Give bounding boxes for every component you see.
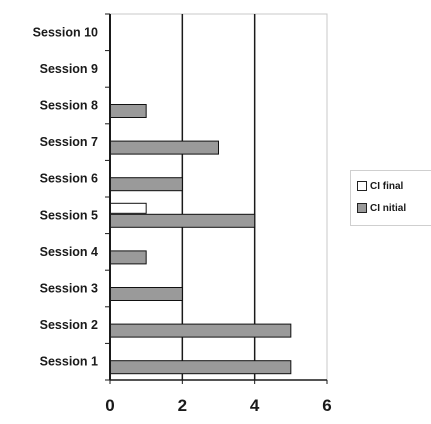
y-tick-label-session-3: Session 3 bbox=[40, 282, 98, 296]
x-tick-label-4: 4 bbox=[250, 396, 260, 415]
bar-initial-session-6 bbox=[109, 177, 183, 192]
bar-initial-session-8 bbox=[109, 104, 147, 118]
legend-item-initial: CI nitial bbox=[357, 201, 406, 215]
y-tick-label-session-8: Session 8 bbox=[40, 99, 98, 113]
x-tick-label-0: 0 bbox=[105, 396, 114, 415]
bar-final-session-5 bbox=[109, 202, 147, 214]
legend-item-final: CI final bbox=[357, 179, 403, 193]
bar-initial-session-3 bbox=[109, 287, 183, 301]
y-tick-label-session-7: Session 7 bbox=[40, 135, 98, 149]
plot-area bbox=[109, 13, 328, 381]
legend-label-final: CI final bbox=[370, 180, 404, 192]
y-tick-label-session-6: Session 6 bbox=[40, 172, 98, 186]
bar-initial-session-5 bbox=[109, 213, 256, 228]
x-tick-label-6: 6 bbox=[322, 396, 331, 415]
bar-initial-session-1 bbox=[109, 360, 292, 375]
y-tick-label-session-10: Session 10 bbox=[33, 25, 98, 39]
legend-label-initial: CI nitial bbox=[370, 202, 407, 214]
x-tick-label-2: 2 bbox=[178, 396, 187, 415]
chart-legend: CI final CI nitial bbox=[350, 170, 431, 226]
y-tick-label-session-4: Session 4 bbox=[40, 245, 98, 259]
y-tick-label-session-9: Session 9 bbox=[40, 62, 98, 76]
y-tick-label-session-1: Session 1 bbox=[40, 355, 98, 369]
bar-initial-session-2 bbox=[109, 323, 292, 338]
legend-swatch-initial bbox=[357, 203, 367, 213]
bar-initial-session-4 bbox=[109, 250, 147, 265]
bar-initial-session-7 bbox=[109, 140, 219, 155]
y-tick-label-session-2: Session 2 bbox=[40, 318, 98, 332]
legend-swatch-final bbox=[357, 181, 367, 191]
y-tick-label-session-5: Session 5 bbox=[40, 208, 98, 222]
